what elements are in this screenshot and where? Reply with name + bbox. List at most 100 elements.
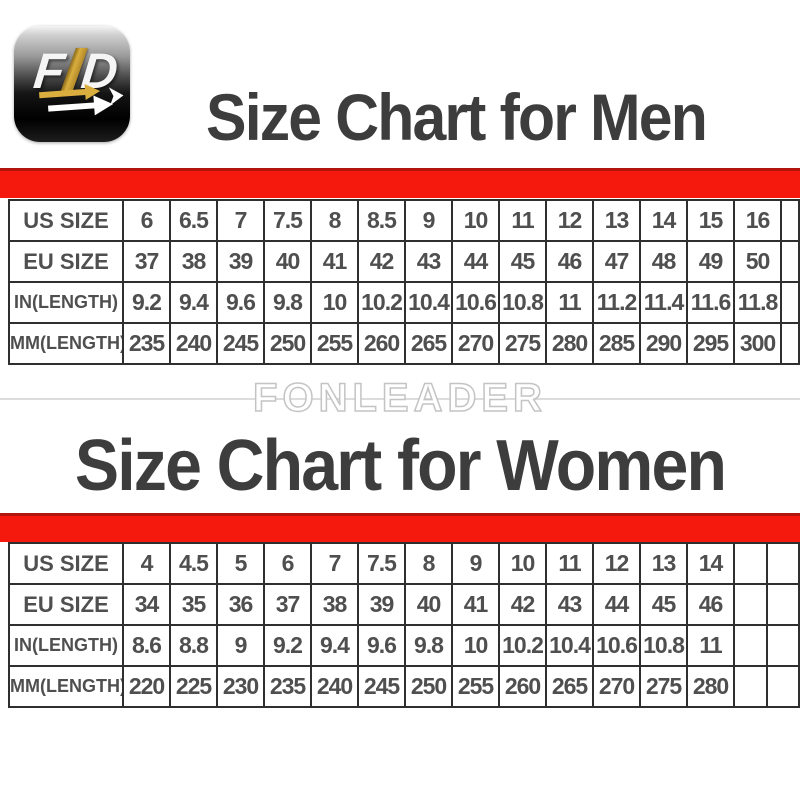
size-value-cell: 44	[451, 240, 500, 283]
size-value-cell: 34	[122, 583, 171, 626]
size-value-cell: 48	[639, 240, 688, 283]
size-value-cell: 10.8	[639, 624, 688, 667]
size-value-cell: 13	[592, 199, 641, 242]
size-table-row: MM(LENGTH) 235 240 245 250 255 260 265 270 275 280…	[8, 322, 800, 365]
size-value-cell: 9.4	[310, 624, 359, 667]
empty-cell	[780, 322, 800, 365]
size-value-cell: 10.6	[451, 281, 500, 324]
size-value-cell: 46	[545, 240, 594, 283]
size-value-cell: 40	[263, 240, 312, 283]
row-label-cell: US SIZE	[8, 542, 124, 585]
size-value-cell: 15	[686, 199, 735, 242]
size-value-cell: 42	[357, 240, 406, 283]
size-table-row: EU SIZE 37 38 39 40 41 42 43 44 45 46 47 48 49 50	[8, 240, 800, 283]
empty-cell	[765, 665, 800, 708]
size-value-cell: 8.8	[169, 624, 218, 667]
fonleader-watermark: FONLEADER	[252, 375, 547, 421]
size-value-cell: 270	[592, 665, 641, 708]
size-value-cell: 9.2	[263, 624, 312, 667]
size-value-cell: 10.8	[498, 281, 547, 324]
size-value-cell: 245	[357, 665, 406, 708]
empty-cell	[733, 624, 768, 667]
size-value-cell: 9	[216, 624, 265, 667]
size-value-cell: 4	[122, 542, 171, 585]
size-value-cell: 36	[216, 583, 265, 626]
size-value-cell: 9.2	[122, 281, 171, 324]
size-value-cell: 225	[169, 665, 218, 708]
size-value-cell: 49	[686, 240, 735, 283]
size-value-cell: 37	[263, 583, 312, 626]
size-table-row: EU SIZE 34 35 36 37 38 39 40 41 42 43 44 45 46	[8, 583, 800, 626]
size-value-cell: 6	[263, 542, 312, 585]
size-value-cell: 240	[169, 322, 218, 365]
size-value-cell: 14	[639, 199, 688, 242]
size-value-cell: 41	[451, 583, 500, 626]
size-value-cell: 6	[122, 199, 171, 242]
size-value-cell: 50	[733, 240, 782, 283]
size-value-cell: 11.2	[592, 281, 641, 324]
size-value-cell: 11	[498, 199, 547, 242]
size-value-cell: 7.5	[263, 199, 312, 242]
size-value-cell: 8.5	[357, 199, 406, 242]
size-value-cell: 13	[639, 542, 688, 585]
red-divider-bar-men	[0, 168, 800, 198]
empty-cell	[780, 281, 800, 324]
size-value-cell: 9.8	[404, 624, 453, 667]
size-value-cell: 10.2	[357, 281, 406, 324]
size-value-cell: 270	[451, 322, 500, 365]
empty-cell	[765, 542, 800, 585]
row-label-cell: EU SIZE	[8, 240, 124, 283]
size-value-cell: 275	[498, 322, 547, 365]
size-value-cell: 41	[310, 240, 359, 283]
size-value-cell: 39	[216, 240, 265, 283]
size-value-cell: 11	[686, 624, 735, 667]
size-value-cell: 10.4	[404, 281, 453, 324]
brand-logo: F D	[14, 26, 130, 142]
size-table-row: MM(LENGTH) 220 225 230 235 240 245 250 255 260 265…	[8, 665, 800, 708]
size-value-cell: 12	[592, 542, 641, 585]
size-value-cell: 250	[404, 665, 453, 708]
red-divider-bar-women	[0, 513, 800, 542]
size-value-cell: 235	[263, 665, 312, 708]
size-value-cell: 37	[122, 240, 171, 283]
size-value-cell: 11.6	[686, 281, 735, 324]
size-table-row: US SIZE 4 4.5 5 6 7 7.5 8 9 10 11 12 13 14	[8, 542, 800, 585]
size-value-cell: 45	[498, 240, 547, 283]
size-value-cell: 285	[592, 322, 641, 365]
size-value-cell: 265	[404, 322, 453, 365]
size-value-cell: 7.5	[357, 542, 406, 585]
size-value-cell: 295	[686, 322, 735, 365]
size-value-cell: 47	[592, 240, 641, 283]
row-label-cell: MM(LENGTH)	[8, 665, 124, 708]
size-value-cell: 245	[216, 322, 265, 365]
empty-cell	[733, 542, 768, 585]
size-value-cell: 9	[404, 199, 453, 242]
size-value-cell: 44	[592, 583, 641, 626]
size-value-cell: 255	[310, 322, 359, 365]
size-value-cell: 40	[404, 583, 453, 626]
right-arrow-icon	[37, 81, 136, 129]
size-value-cell: 10	[451, 199, 500, 242]
divider-line	[0, 398, 800, 400]
size-value-cell: 8	[310, 199, 359, 242]
size-value-cell: 290	[639, 322, 688, 365]
size-value-cell: 9.6	[357, 624, 406, 667]
size-value-cell: 255	[451, 665, 500, 708]
size-value-cell: 43	[404, 240, 453, 283]
size-value-cell: 8.6	[122, 624, 171, 667]
size-value-cell: 43	[545, 583, 594, 626]
size-value-cell: 11	[545, 281, 594, 324]
size-table-row: US SIZE 6 6.5 7 7.5 8 8.5 9 10 11 12 13 14 15 16	[8, 199, 800, 242]
size-value-cell: 9.8	[263, 281, 312, 324]
size-value-cell: 260	[498, 665, 547, 708]
empty-cell	[780, 240, 800, 283]
size-value-cell: 280	[686, 665, 735, 708]
size-value-cell: 42	[498, 583, 547, 626]
row-label-cell: EU SIZE	[8, 583, 124, 626]
size-value-cell: 260	[357, 322, 406, 365]
size-value-cell: 46	[686, 583, 735, 626]
size-value-cell: 10.6	[592, 624, 641, 667]
size-value-cell: 10.2	[498, 624, 547, 667]
size-value-cell: 230	[216, 665, 265, 708]
size-value-cell: 7	[310, 542, 359, 585]
